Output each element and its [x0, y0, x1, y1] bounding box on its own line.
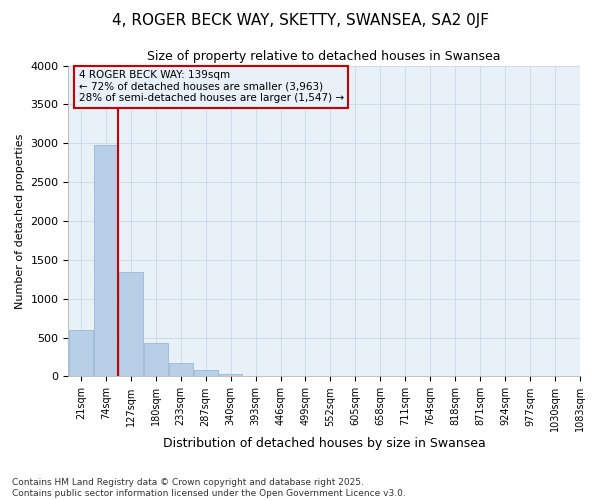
Bar	[169, 364, 193, 376]
Bar	[194, 370, 218, 376]
X-axis label: Distribution of detached houses by size in Swansea: Distribution of detached houses by size …	[163, 437, 485, 450]
Bar	[94, 145, 118, 376]
Bar	[119, 272, 143, 376]
Bar	[69, 330, 93, 376]
Y-axis label: Number of detached properties: Number of detached properties	[15, 134, 25, 308]
Bar	[219, 374, 242, 376]
Bar	[144, 343, 167, 376]
Text: 4, ROGER BECK WAY, SKETTY, SWANSEA, SA2 0JF: 4, ROGER BECK WAY, SKETTY, SWANSEA, SA2 …	[112, 12, 488, 28]
Title: Size of property relative to detached houses in Swansea: Size of property relative to detached ho…	[148, 50, 501, 63]
Text: 4 ROGER BECK WAY: 139sqm
← 72% of detached houses are smaller (3,963)
28% of sem: 4 ROGER BECK WAY: 139sqm ← 72% of detach…	[79, 70, 344, 103]
Text: Contains HM Land Registry data © Crown copyright and database right 2025.
Contai: Contains HM Land Registry data © Crown c…	[12, 478, 406, 498]
